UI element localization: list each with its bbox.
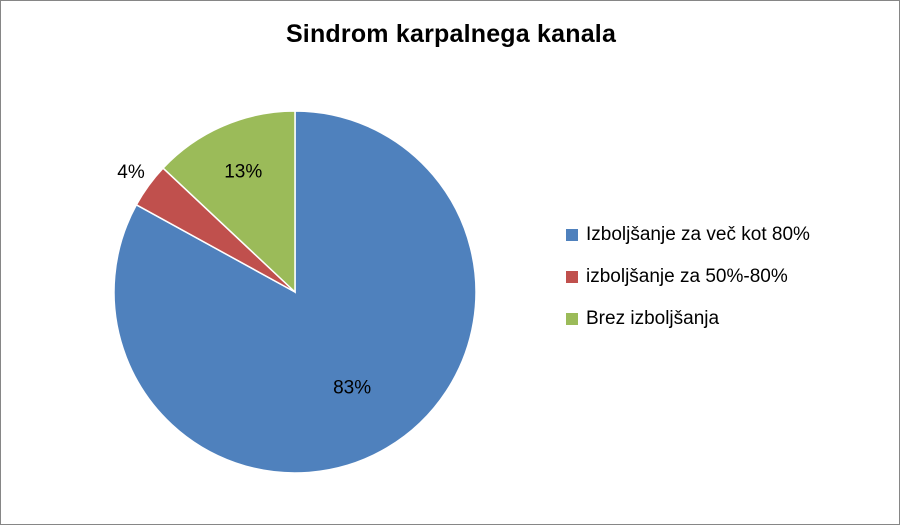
legend-label: Izboljšanje za več kot 80% [586, 224, 810, 245]
legend-item-improvement-50-80: izboljšanje za 50%-80% [566, 256, 810, 298]
legend-item-no-improvement: Brez izboljšanja [566, 298, 810, 340]
data-label-no-improvement: 13% [224, 161, 262, 182]
legend-swatch [566, 313, 578, 325]
data-label-improvement-over-80: 83% [333, 378, 371, 399]
legend-label: Brez izboljšanja [586, 308, 720, 329]
legend-item-improvement-over-80: Izboljšanje za več kot 80% [566, 214, 810, 256]
data-label-improvement-50-80: 4% [117, 162, 145, 183]
chart-title: Sindrom karpalnega kanala [285, 20, 617, 48]
legend-swatch [566, 271, 578, 283]
chart-legend: Izboljšanje za več kot 80% izboljšanje za… [566, 214, 810, 340]
legend-swatch [566, 229, 578, 241]
pie-data-labels: 83% 4% 13% [117, 161, 371, 398]
legend-label: izboljšanje za 50%-80% [586, 266, 788, 287]
slice-no-improvement [161, 110, 296, 294]
pie-slices [113, 110, 477, 474]
